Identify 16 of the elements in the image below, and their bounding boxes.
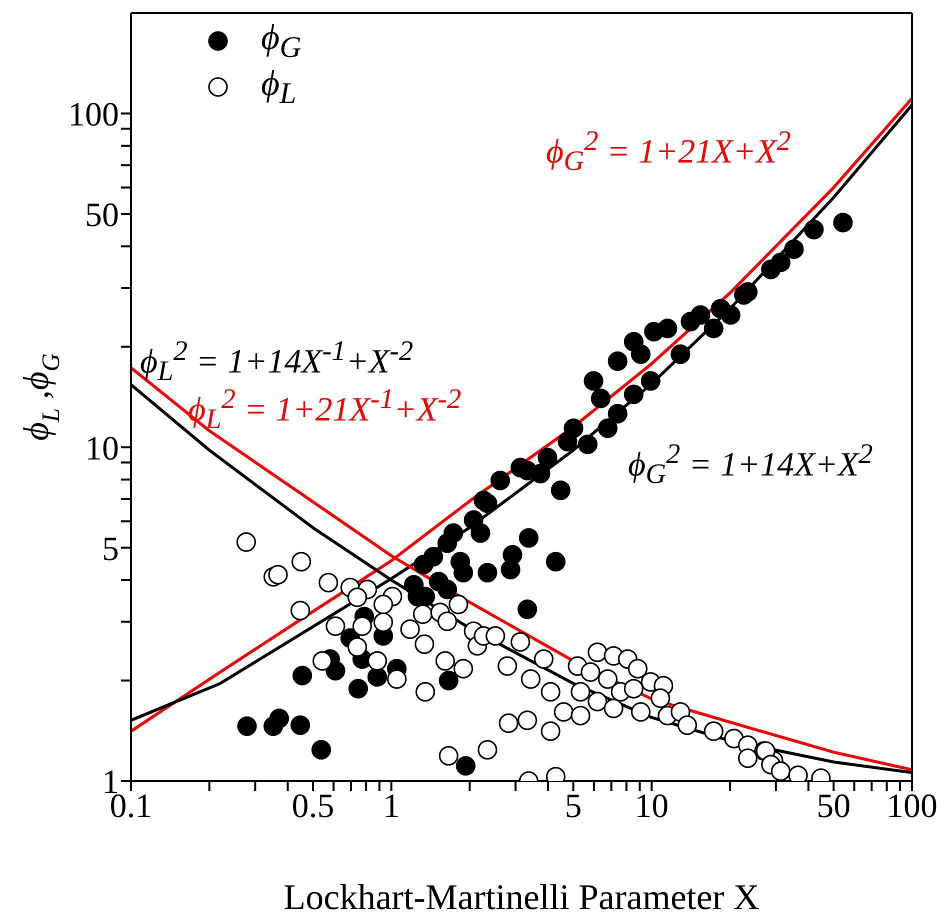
y-tick-label: 5 — [102, 530, 119, 568]
x-tick-label: 0.5 — [292, 788, 334, 826]
x-tick-label: 1 — [382, 788, 400, 826]
y-tick-label: 10 — [85, 430, 119, 468]
x-tick-label: 50 — [816, 788, 851, 826]
x-tick-label: 10 — [634, 788, 669, 826]
x-axis-title: Lockhart-Martinelli Parameter X — [284, 877, 760, 917]
legend-label: ϕ$_{L}$ — [261, 62, 296, 112]
series-label: ϕ$_{G}$$^{2}$ = 1+14X+X$^{2}$ — [628, 438, 873, 492]
x-tick-label: 5 — [564, 788, 582, 826]
x-tick-label: 100 — [886, 788, 938, 826]
series-label: ϕ$_{G}$$^{2}$ = 1+21X+X$^{2}$ — [546, 125, 791, 180]
y-tick-label: 100 — [68, 96, 119, 134]
y-tick-label: 50 — [85, 197, 119, 234]
series-label: ϕ$_{L}$$^{2}$ = 1+14X$^{-1}$+X$^{-2}$ — [140, 336, 414, 388]
legend-label: ϕ$_{G}$ — [261, 17, 302, 65]
